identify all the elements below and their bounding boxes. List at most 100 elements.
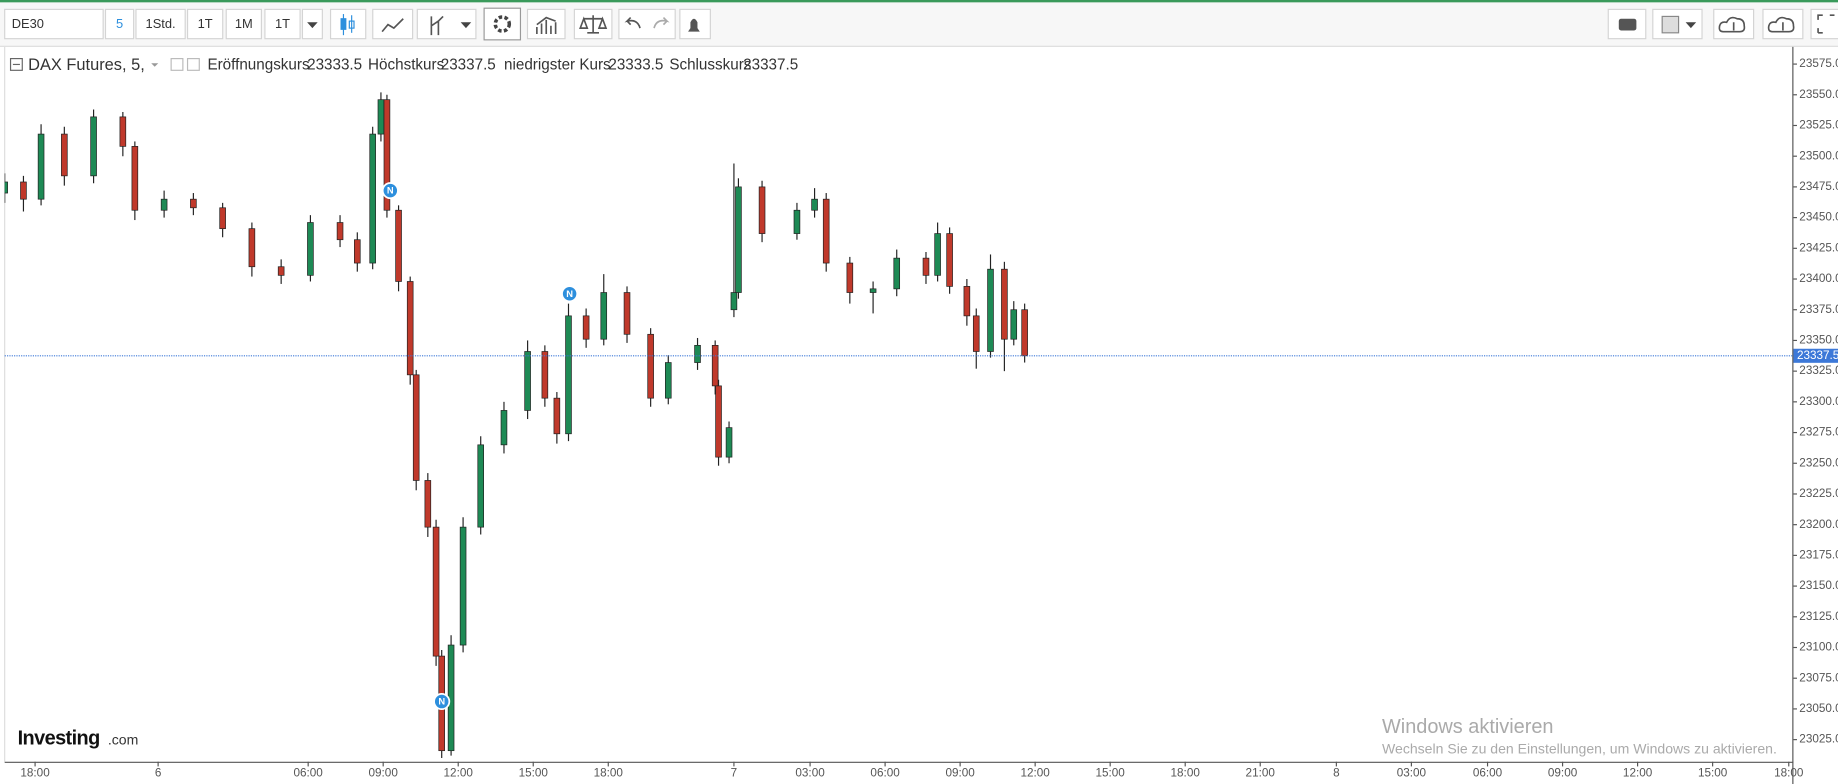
candle-body bbox=[758, 186, 766, 234]
line-type-button[interactable] bbox=[372, 8, 414, 40]
y-tick-label: 23550.0 bbox=[1799, 88, 1838, 101]
x-tick-label: 15:00 bbox=[1698, 767, 1728, 780]
undo-icon bbox=[624, 16, 641, 29]
x-tick-label: 09:00 bbox=[945, 767, 975, 780]
candle-body bbox=[277, 266, 285, 276]
candle-body bbox=[369, 133, 376, 264]
logo-suffix: .com bbox=[108, 731, 138, 747]
color-swatch bbox=[1661, 15, 1680, 34]
cloud-down-icon bbox=[1718, 16, 1746, 33]
interval-button[interactable] bbox=[135, 8, 186, 40]
interval-label: 5 bbox=[116, 16, 123, 31]
candle-body bbox=[846, 262, 854, 293]
symbol-input[interactable] bbox=[4, 8, 104, 40]
x-tick-label: 09:00 bbox=[369, 767, 399, 780]
symbol-text: DE30 bbox=[12, 16, 44, 31]
dropdown-arrow bbox=[460, 22, 472, 29]
candle-body bbox=[972, 315, 980, 352]
chart-type-button[interactable] bbox=[329, 8, 367, 40]
candle-body bbox=[934, 233, 941, 276]
candle-body bbox=[565, 315, 572, 435]
redo-icon bbox=[653, 16, 670, 29]
watermark-text: Wechseln Sie zu den Einstellungen, um Wi… bbox=[1382, 741, 1777, 757]
y-tick-label: 23350.0 bbox=[1799, 334, 1838, 347]
candle-body bbox=[4, 181, 8, 194]
gear-icon bbox=[493, 15, 512, 33]
candle-body bbox=[793, 209, 801, 234]
y-tick-label: 23300.0 bbox=[1799, 395, 1838, 408]
x-tick-label: 06:00 bbox=[1473, 767, 1503, 780]
studies-icon bbox=[536, 16, 557, 34]
legend-label: niedrigster Kurs bbox=[504, 57, 611, 74]
settings-button[interactable] bbox=[483, 7, 522, 41]
x-tick-label: 06:00 bbox=[293, 767, 323, 780]
news-marker-label: N bbox=[438, 697, 445, 707]
candle-body bbox=[20, 181, 27, 200]
candle-body bbox=[647, 333, 654, 399]
candle-body bbox=[725, 427, 733, 458]
candle-body bbox=[160, 198, 168, 211]
last-price-label: 23337.5 bbox=[1797, 349, 1838, 362]
x-tick-label: 15:00 bbox=[519, 767, 549, 780]
y-tick-label: 23125.0 bbox=[1799, 610, 1838, 623]
interval-button[interactable] bbox=[264, 8, 301, 40]
candle-body bbox=[412, 374, 420, 481]
candle-body bbox=[711, 344, 719, 387]
candle-body bbox=[248, 228, 256, 268]
candle-body bbox=[893, 257, 901, 290]
news-marker-label: N bbox=[566, 289, 573, 299]
y-tick-label: 23375.0 bbox=[1799, 303, 1838, 316]
interval-label: 1T bbox=[198, 16, 213, 31]
line-icon bbox=[381, 18, 404, 33]
settings-icon[interactable] bbox=[186, 58, 200, 71]
legend-label: Schlusskurs bbox=[669, 57, 751, 74]
x-tick-label: 18:00 bbox=[1171, 767, 1201, 780]
candle-body bbox=[694, 344, 701, 363]
candle-body bbox=[822, 198, 830, 264]
candle-body bbox=[1001, 268, 1008, 340]
interval-label: 1M bbox=[235, 16, 253, 31]
candle-body bbox=[219, 207, 226, 230]
title-dropdown[interactable] bbox=[151, 63, 159, 67]
undo-redo[interactable] bbox=[618, 8, 676, 40]
candle-body bbox=[1021, 309, 1028, 357]
watermark-title: Windows aktivieren bbox=[1382, 716, 1554, 738]
collapse-button[interactable] bbox=[9, 58, 23, 71]
news-marker bbox=[561, 285, 579, 303]
candle-body bbox=[963, 286, 971, 317]
candle-body bbox=[582, 315, 590, 340]
interval-button[interactable] bbox=[225, 8, 262, 40]
visibility-icon[interactable] bbox=[170, 58, 184, 71]
dropdown-arrow bbox=[307, 22, 318, 29]
dropdown-arrow bbox=[1685, 22, 1697, 29]
candle-body bbox=[553, 397, 561, 435]
fullscreen-button[interactable] bbox=[1810, 8, 1838, 40]
y-tick-label: 23500.0 bbox=[1799, 149, 1838, 162]
y-tick-label: 23450.0 bbox=[1799, 211, 1838, 224]
legend-value: 23337.5 bbox=[441, 57, 496, 74]
candle-body bbox=[377, 99, 385, 135]
x-tick-label: 8 bbox=[1333, 767, 1340, 780]
candle-body bbox=[811, 198, 818, 211]
interval-button[interactable] bbox=[104, 8, 135, 40]
y-tick-label: 23150.0 bbox=[1799, 579, 1838, 592]
candle-body bbox=[90, 116, 97, 177]
y-tick-label: 23225.0 bbox=[1799, 487, 1838, 500]
interval-button[interactable] bbox=[186, 8, 224, 40]
candle-body bbox=[987, 268, 994, 352]
x-tick-label: 15:00 bbox=[1096, 767, 1126, 780]
candle-body bbox=[61, 133, 68, 177]
candle-body bbox=[541, 351, 549, 399]
x-tick-label: 12:00 bbox=[444, 767, 474, 780]
news-marker bbox=[381, 182, 399, 200]
x-tick-label: 7 bbox=[731, 767, 738, 780]
candle-icon bbox=[340, 14, 355, 36]
interval-label: 1T bbox=[275, 16, 290, 31]
plot-area: N N N bbox=[4, 92, 1028, 759]
candle-body bbox=[383, 99, 391, 211]
candle-body bbox=[869, 288, 877, 293]
candle-body bbox=[459, 526, 467, 646]
candle-body bbox=[735, 186, 742, 293]
legend-value: 23333.5 bbox=[307, 57, 362, 74]
candle-body bbox=[600, 292, 608, 340]
